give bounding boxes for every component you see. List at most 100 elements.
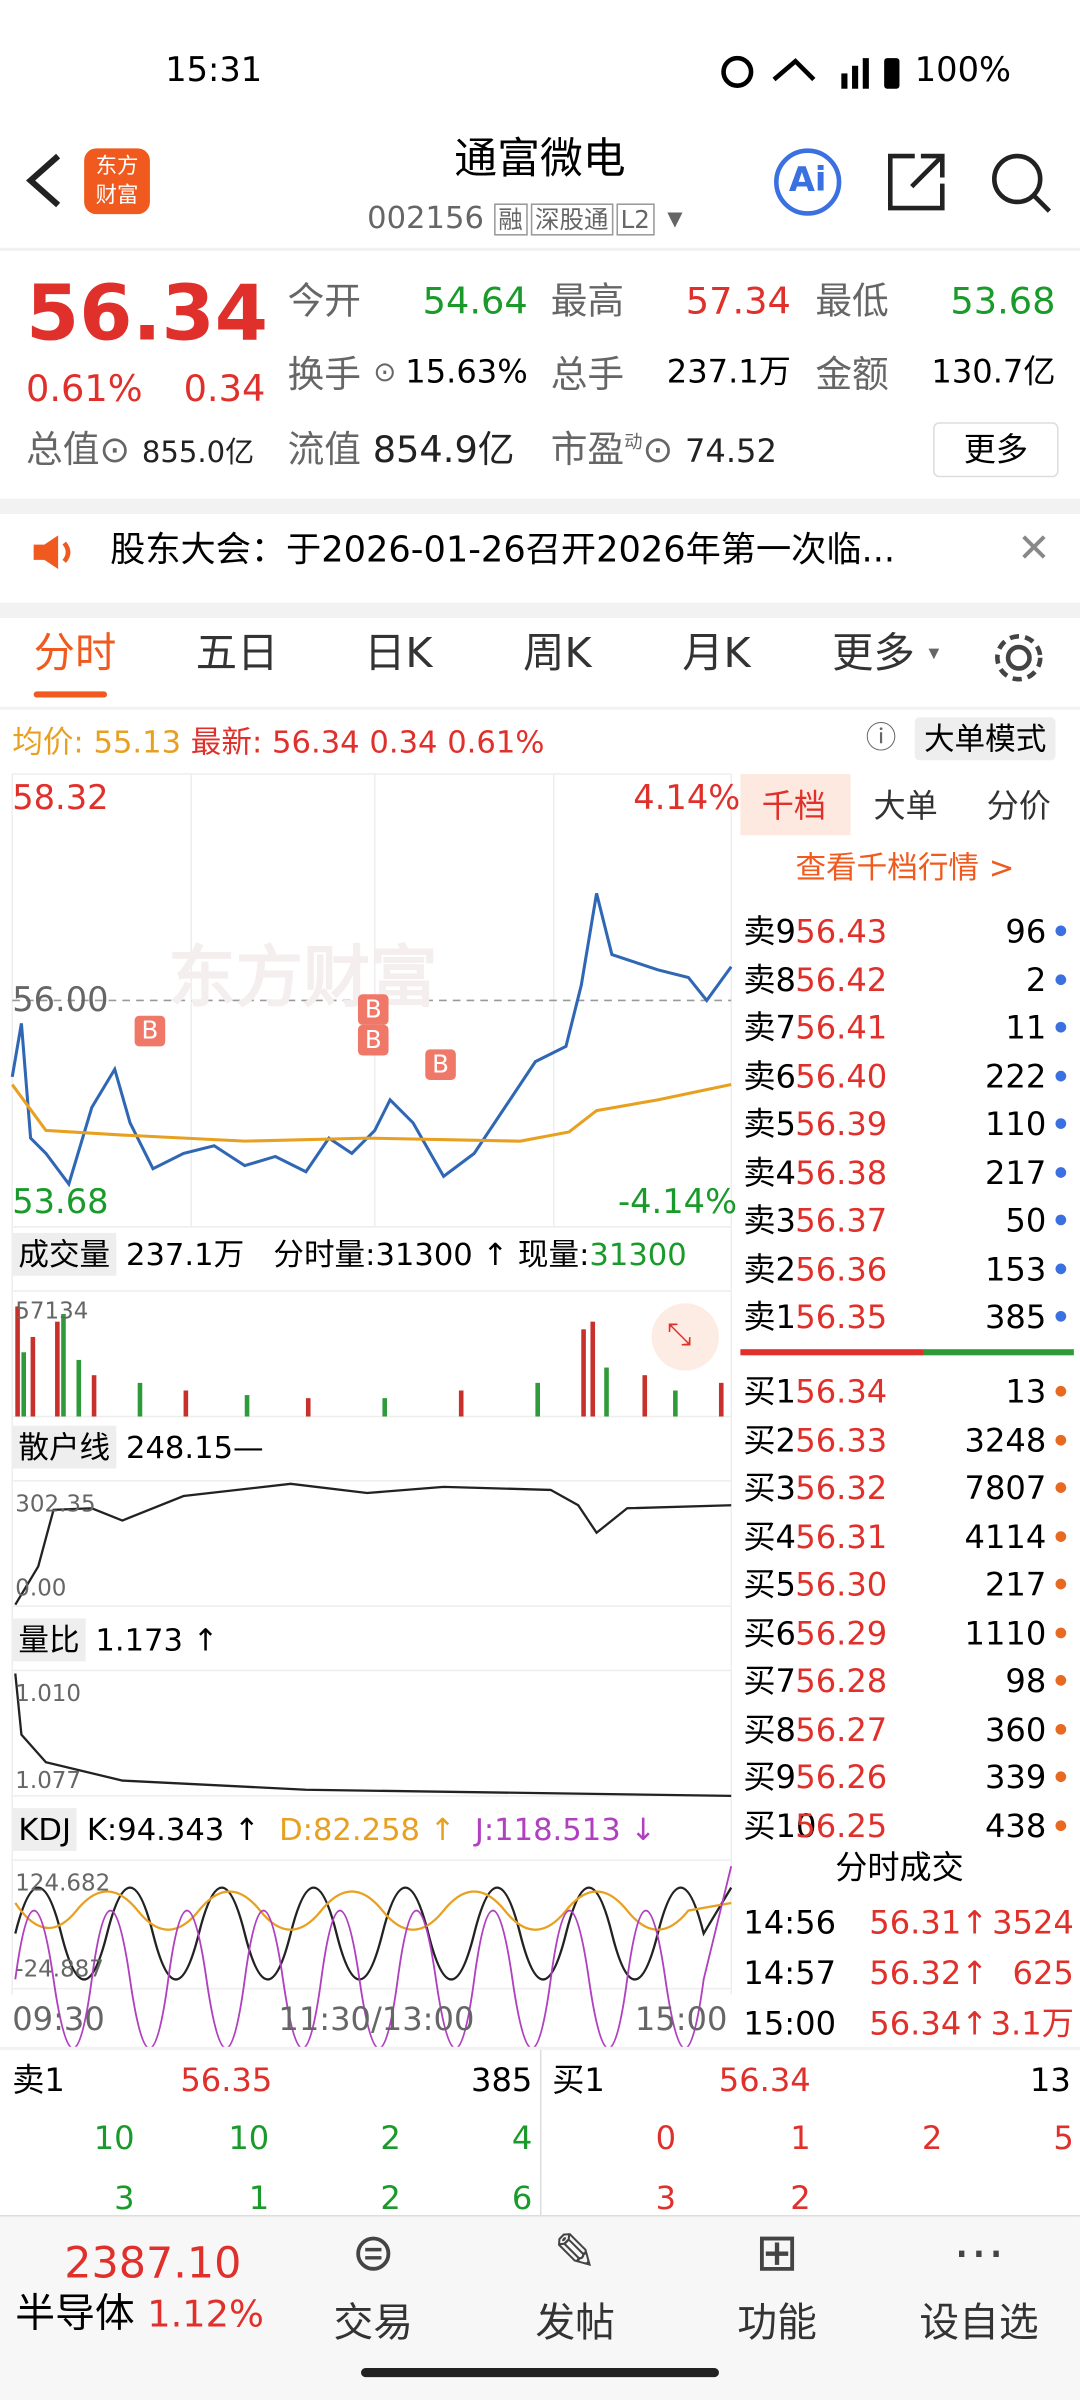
charts (10, 773, 733, 2049)
dot (1055, 1530, 1067, 1542)
nav-icon[interactable]: ⋯ (953, 2222, 1006, 2284)
bid-price: 56.30 (795, 1566, 888, 1604)
ask-volume: 217 (984, 1154, 1047, 1191)
sell-price: 56.35 (180, 2062, 273, 2099)
info-bar: 均价: 55.13 最新: 56.34 0.34 0.61% (12, 727, 544, 758)
tab-arrow: ▾ (928, 640, 940, 666)
nav-icon[interactable]: ⊞ (755, 2222, 799, 2284)
bid-price: 56.34 (795, 1373, 888, 1411)
tag: 融 (493, 203, 528, 236)
nav-icon[interactable]: ⊜ (351, 2222, 396, 2284)
label[interactable]: 成交量 (12, 1232, 117, 1276)
ask-volume: 11 (1005, 1009, 1047, 1047)
trade-time: 15:00 (743, 2005, 837, 2043)
bid-price: 56.33 (795, 1421, 888, 1459)
bid-volume: 4114 (964, 1518, 1047, 1555)
ai-button[interactable]: Ai (774, 148, 842, 216)
bid-price: 56.25 (795, 1807, 888, 1845)
ask-label: 卖6 (743, 1057, 797, 1095)
buy-marker: B (357, 1024, 389, 1056)
label[interactable]: KDJ (12, 1808, 78, 1851)
nav-item[interactable]: 设自选 (919, 2300, 1039, 2347)
fsl: 分时量:31300 ↑ (273, 1235, 509, 1273)
notice[interactable]: 股东大会：于2026-01-26召开2026年第一次临... (110, 530, 896, 571)
queue-cell: 2 (380, 2120, 401, 2157)
buy-marker: B (134, 1015, 166, 1047)
tab[interactable]: 周K (523, 630, 592, 678)
logo[interactable]: 东方 财富 (84, 148, 150, 215)
field-label: 今开 (287, 279, 362, 323)
retail-top: 302.35 (15, 1489, 96, 1518)
nav-item[interactable]: 发帖 (535, 2300, 615, 2347)
trade-time: 14:57 (743, 1954, 837, 1992)
trade-volume: 3.1万 (990, 2005, 1074, 2043)
bid-bar (923, 1349, 1074, 1356)
trade-price: 56.34↑ (869, 2005, 989, 2043)
change: 0.34 (183, 367, 266, 410)
book-tab[interactable]: 千档 (761, 787, 827, 825)
trade-time: 14:56 (743, 1904, 837, 1942)
back-button[interactable] (21, 150, 67, 211)
tab-underline (33, 691, 108, 698)
tab[interactable]: 分时 (33, 630, 117, 678)
bid-price: 56.26 (795, 1759, 888, 1796)
queue-cell: 1 (790, 2120, 811, 2157)
tab-bg (740, 774, 851, 836)
tag: L2 (616, 203, 655, 236)
nav-icon[interactable]: ✎ (553, 2222, 597, 2284)
nav-item[interactable]: 交易 (333, 2300, 414, 2347)
bid-label: 买2 (743, 1421, 797, 1459)
ask-label: 卖4 (743, 1154, 797, 1191)
now: 31300 (589, 1235, 687, 1273)
field-value: 57.34 (685, 279, 791, 323)
ask-price: 56.43 (795, 913, 888, 950)
kdj-header: KDJ K:94.343 ↑ D:82.258 ↑ J:118.513 ↓ (12, 1808, 657, 1851)
ask-label: 卖2 (743, 1250, 797, 1288)
mode-button[interactable]: 大单模式 (914, 717, 1056, 761)
queue-cell: 3 (114, 2179, 135, 2217)
dot (1055, 1214, 1067, 1226)
more-button[interactable]: 更多 (933, 422, 1059, 478)
book-link[interactable]: 查看千档行情 > (795, 848, 1015, 886)
nav-item[interactable]: 功能 (737, 2300, 817, 2347)
bid-volume: 217 (984, 1566, 1047, 1604)
battery: 100% (914, 52, 1011, 91)
label[interactable]: 散户线 (12, 1425, 117, 1469)
time-label: 11:30/13:00 (278, 2000, 475, 2038)
retail-bottom: 0.00 (15, 1574, 67, 1602)
search-button[interactable] (988, 150, 1055, 214)
ask-volume: 2 (1025, 961, 1047, 999)
field-label: 换手 (287, 353, 362, 397)
index-value[interactable]: 2387.10 (64, 2237, 242, 2289)
close-button[interactable]: ✕ (1017, 526, 1051, 573)
trade-volume: 625 (1012, 1954, 1074, 1992)
ratio-header: 量比 1.173 ↑ (12, 1618, 218, 1662)
sector[interactable]: 半导体 1.12% (15, 2295, 264, 2335)
code: 002156 (367, 198, 484, 236)
tab[interactable]: 月K (682, 630, 751, 678)
tab[interactable]: 更多 (832, 630, 915, 678)
book-tab[interactable]: 大单 (873, 787, 938, 825)
dot (1055, 973, 1067, 985)
ask-volume: 50 (1005, 1202, 1047, 1240)
settings-button[interactable] (991, 630, 1046, 685)
time-label: 15:00 (634, 2000, 728, 2038)
queue-cell: 5 (1053, 2120, 1074, 2157)
label[interactable]: 量比 (12, 1618, 86, 1662)
dot (1055, 1262, 1067, 1274)
dot (1055, 1771, 1067, 1783)
tab[interactable]: 五日 (195, 630, 279, 678)
expand-button[interactable]: ⤡ (666, 1315, 692, 1353)
bid-price: 56.27 (795, 1710, 888, 1748)
dot (1055, 1166, 1067, 1178)
trade-price: 56.31↑ (869, 1904, 989, 1942)
j: J:118.513 ↓ (474, 1811, 657, 1848)
buy-label: 买1 (552, 2062, 605, 2099)
help-icon[interactable]: ⓘ (865, 718, 897, 756)
share-button[interactable] (884, 150, 951, 214)
now-label: 现量: (517, 1235, 590, 1273)
ratio-top: 1.010 (15, 1679, 82, 1708)
book-tab[interactable]: 分价 (986, 787, 1051, 825)
bid-volume: 339 (984, 1759, 1047, 1796)
tab[interactable]: 日K (364, 630, 433, 678)
